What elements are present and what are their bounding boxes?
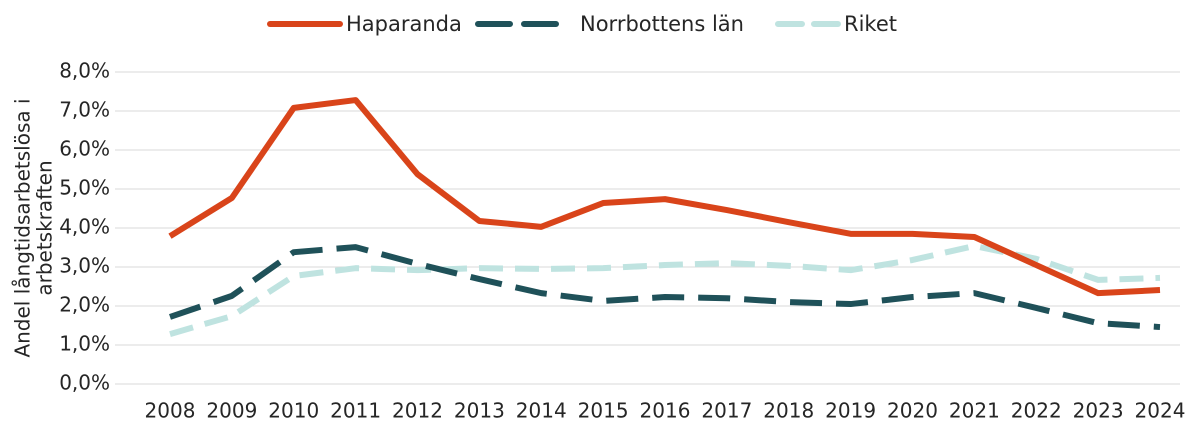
y-tick-label: 6,0%	[59, 137, 110, 161]
x-tick-label: 2021	[949, 399, 1000, 423]
x-tick-label: 2023	[1073, 399, 1124, 423]
series-line	[169, 242, 1161, 337]
legend-label: Haparanda	[346, 12, 462, 36]
x-tick-label: 2018	[763, 399, 814, 423]
x-tick-label: 2009	[206, 399, 257, 423]
x-tick-label: 2015	[578, 399, 629, 423]
x-tick-label: 2020	[887, 399, 938, 423]
x-tick-label: 2017	[701, 399, 752, 423]
y-tick-label: 0,0%	[59, 371, 110, 395]
x-tick-label: 2016	[640, 399, 691, 423]
y-tick-label: 2,0%	[59, 293, 110, 317]
x-tick-label: 2008	[145, 399, 196, 423]
x-tick-label: 2014	[516, 399, 567, 423]
x-tick-label: 2011	[330, 399, 381, 423]
x-tick-label: 2010	[268, 399, 319, 423]
legend-label: Riket	[844, 12, 897, 36]
y-tick-label: 1,0%	[59, 332, 110, 356]
y-axis-title: Andel långtidsarbetslösa i	[11, 98, 35, 357]
series-line	[169, 244, 1161, 331]
x-tick-label: 2012	[392, 399, 443, 423]
y-tick-label: 7,0%	[59, 98, 110, 122]
x-tick-label: 2024	[1135, 399, 1186, 423]
y-tick-label: 4,0%	[59, 215, 110, 239]
x-tick-label: 2022	[1011, 399, 1062, 423]
x-tick-label: 2013	[454, 399, 505, 423]
y-axis-title: arbetskraften	[33, 160, 57, 295]
legend-label: Norrbottens län	[580, 12, 744, 36]
x-tick-label: 2019	[825, 399, 876, 423]
y-tick-label: 3,0%	[59, 254, 110, 278]
series-line	[168, 97, 1161, 297]
y-tick-label: 5,0%	[59, 176, 110, 200]
y-tick-label: 8,0%	[59, 59, 110, 83]
